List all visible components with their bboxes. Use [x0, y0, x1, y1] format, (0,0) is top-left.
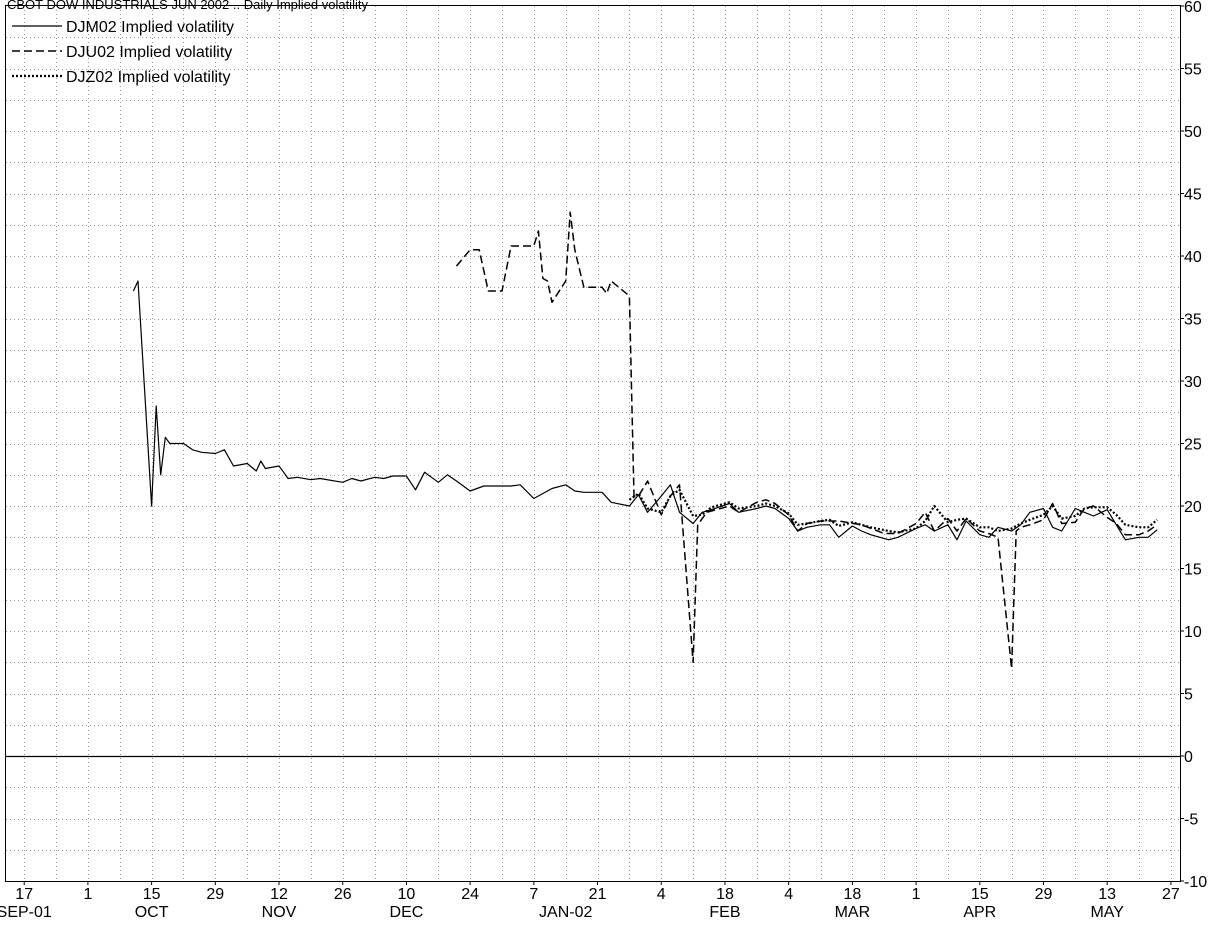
- y-tick-label: 60: [1184, 0, 1202, 16]
- y-tick-label: 55: [1184, 62, 1202, 79]
- x-tick-day-label: 1: [83, 886, 92, 903]
- x-tick-month-label: JAN-02: [539, 904, 592, 921]
- x-tick-month-label: DEC: [390, 904, 424, 921]
- x-tick-day-label: 26: [334, 886, 352, 903]
- series-line-dju02: [455, 211, 1158, 670]
- x-tick-month-label: SEP-01: [0, 904, 52, 921]
- x-tick-day-label: 29: [1035, 886, 1053, 903]
- y-tick-label: 35: [1184, 312, 1202, 329]
- y-tick-label: 30: [1184, 374, 1202, 391]
- y-tick-label: 0: [1184, 749, 1193, 766]
- y-tick-label: 5: [1184, 687, 1193, 704]
- y-tick-label: 50: [1184, 124, 1202, 141]
- x-tick-month-label: MAY: [1090, 904, 1124, 921]
- chart-title: CBOT DOW INDUSTRIALS JUN 2002 .. Daily I…: [7, 0, 368, 12]
- y-tick-label: 15: [1184, 562, 1202, 579]
- x-tick-day-label: 21: [589, 886, 607, 903]
- legend: DJM02 Implied volatility DJU02 Implied vo…: [12, 19, 234, 86]
- x-tick-day-label: 10: [398, 886, 416, 903]
- x-tick-month-label: FEB: [709, 904, 740, 921]
- x-tick-day-label: 27: [1162, 886, 1180, 903]
- y-tick-label: -5: [1184, 812, 1198, 829]
- legend-label: DJU02 Implied volatility: [66, 44, 232, 61]
- x-tick-day-label: 13: [1098, 886, 1116, 903]
- series-line-djm02: [132, 280, 1158, 541]
- x-tick-day-label: 18: [716, 886, 734, 903]
- y-tick-label: -10: [1184, 874, 1207, 891]
- x-tick-month-label: NOV: [262, 904, 297, 921]
- x-tick-day-label: 15: [143, 886, 161, 903]
- legend-label: DJZ02 Implied volatility: [66, 69, 231, 86]
- x-tick-day-label: 17: [15, 886, 33, 903]
- x-tick-day-label: 7: [529, 886, 538, 903]
- y-tick-label: 25: [1184, 437, 1202, 454]
- x-tick-month-label: MAR: [835, 904, 871, 921]
- x-tick-day-label: 29: [206, 886, 224, 903]
- series-layer: [132, 211, 1158, 670]
- x-tick-day-label: 18: [843, 886, 861, 903]
- y-tick-label: 40: [1184, 249, 1202, 266]
- y-tick-label: 10: [1184, 624, 1202, 641]
- x-tick-day-label: 15: [971, 886, 989, 903]
- x-tick-day-label: 12: [270, 886, 288, 903]
- legend-label: DJM02 Implied volatility: [66, 19, 234, 36]
- x-tick-month-label: APR: [963, 904, 996, 921]
- series-line-djz02: [628, 488, 1158, 534]
- y-tick-label: 45: [1184, 187, 1202, 204]
- x-tick-day-label: 4: [784, 886, 793, 903]
- x-tick-day-label: 24: [461, 886, 479, 903]
- x-tick-month-label: OCT: [135, 904, 169, 921]
- x-tick-day-label: 1: [912, 886, 921, 903]
- x-axis-ticks: 17 1 15 29 12 26 10 24 7 21 4 18 4 18 1 15 29 13 27 SEP-01 O…: [0, 881, 1180, 921]
- y-tick-label: 20: [1184, 499, 1202, 516]
- x-tick-day-label: 4: [657, 886, 666, 903]
